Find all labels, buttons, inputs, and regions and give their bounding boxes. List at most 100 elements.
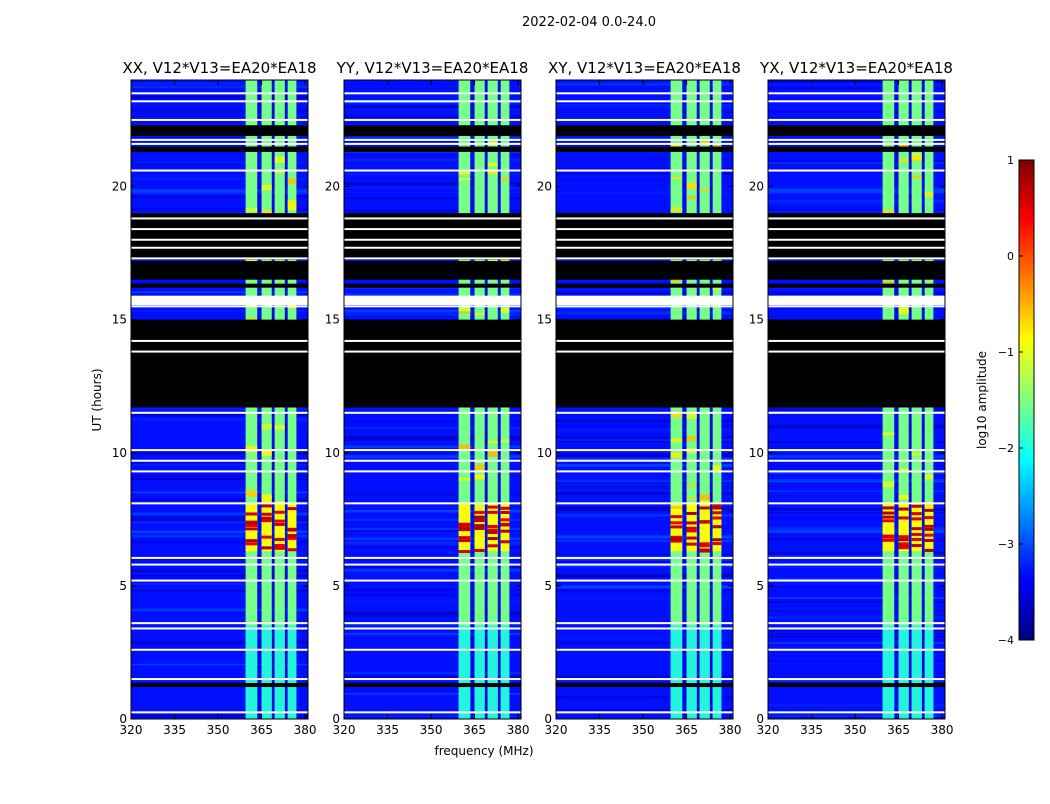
- y-tick-label: 0: [332, 712, 340, 726]
- flag-separator: [131, 100, 308, 103]
- heatmap-texture-row: [344, 101, 521, 104]
- flag-gap: [556, 295, 733, 305]
- colorbar-tick-label: −4: [998, 634, 1014, 647]
- heatmap-texture-row: [344, 209, 521, 212]
- flag-separator: [131, 470, 308, 473]
- y-tick-label: 20: [112, 180, 127, 194]
- x-tick-label: 335: [800, 723, 823, 737]
- rfi-hot-stripe: [474, 524, 485, 528]
- heatmap-texture-row: [344, 186, 521, 190]
- flag-separator: [768, 246, 945, 249]
- heatmap-texture-row: [556, 713, 733, 717]
- heatmap-texture-row: [344, 544, 521, 548]
- heatmap-texture-row: [768, 600, 945, 604]
- x-tick-label: 320: [333, 723, 356, 737]
- rfi-hot-stripe: [287, 507, 297, 511]
- rfi-segment: [686, 435, 697, 441]
- flag-separator: [344, 711, 521, 714]
- x-tick-label: 350: [632, 723, 655, 737]
- heatmap-texture-row: [556, 114, 733, 117]
- heatmap-texture-row: [344, 294, 521, 296]
- heatmap-texture-row: [556, 588, 733, 592]
- flag-separator: [556, 228, 733, 231]
- rfi-segment: [500, 177, 510, 181]
- rfi-hot-stripe: [245, 512, 258, 516]
- heatmap-texture-row: [556, 709, 733, 713]
- heatmap-texture-row: [344, 671, 521, 674]
- flag-separator: [344, 92, 521, 95]
- x-tick-label: 320: [120, 723, 143, 737]
- heatmap-texture-row: [768, 188, 945, 191]
- heatmap-texture-row: [768, 703, 945, 707]
- flag-separator: [131, 556, 308, 559]
- heatmap-texture-row: [344, 415, 521, 418]
- rfi-hot-stripe: [911, 517, 922, 521]
- flag-separator: [768, 350, 945, 353]
- heatmap-texture-row: [768, 508, 945, 511]
- flag-separator: [131, 502, 308, 505]
- flag-separator: [344, 556, 521, 559]
- rfi-hot-stripe: [474, 548, 485, 552]
- heatmap-texture-row: [556, 489, 733, 493]
- flagged-band: [556, 319, 733, 408]
- heatmap-texture-row: [768, 715, 945, 717]
- rfi-segment: [474, 312, 485, 315]
- heatmap-texture-row: [768, 110, 945, 113]
- rfi-hot-stripe: [882, 538, 895, 542]
- flag-separator: [556, 118, 733, 121]
- flagged-band: [556, 213, 733, 260]
- flag-separator: [556, 678, 733, 681]
- rfi-hot-stripe: [882, 535, 895, 539]
- rfi-segment: [686, 196, 697, 200]
- heatmap-texture-row: [131, 540, 308, 544]
- heatmap-texture-row: [344, 173, 521, 175]
- heatmap-texture-row: [344, 115, 521, 119]
- heatmap-texture-row: [131, 109, 308, 112]
- rfi-hot-stripe: [911, 532, 922, 536]
- flagged-band: [768, 146, 945, 152]
- heatmap-texture-row: [131, 461, 308, 465]
- heatmap-texture-row: [768, 162, 945, 164]
- colorbar-tick-label: −1: [998, 346, 1014, 359]
- rfi-segment: [474, 505, 485, 508]
- heatmap-texture-row: [768, 578, 945, 581]
- x-tick-label: 380: [931, 723, 954, 737]
- heatmap-texture-row: [344, 519, 521, 521]
- heatmap-texture-row: [344, 611, 521, 615]
- heatmap-texture-row: [768, 616, 945, 619]
- panel-frame: [555, 79, 734, 720]
- rfi-hot-stripe: [686, 521, 697, 525]
- heatmap-texture-row: [344, 182, 521, 186]
- heatmap-texture-row: [556, 419, 733, 423]
- rfi-segment: [487, 450, 498, 457]
- heatmap-texture-row: [131, 530, 308, 534]
- heatmap-texture-row: [556, 439, 733, 442]
- heatmap-texture-row: [556, 565, 733, 568]
- rfi-segment: [487, 162, 498, 167]
- flag-separator: [768, 648, 945, 651]
- rfi-hot-stripe: [500, 529, 510, 533]
- flag-separator: [344, 502, 521, 505]
- flagged-band: [556, 125, 733, 136]
- heatmap-texture-row: [344, 150, 521, 154]
- rfi-hot-stripe: [274, 537, 285, 541]
- rfi-channel-low: [924, 625, 934, 719]
- heatmap-texture-row: [768, 538, 945, 541]
- flag-separator: [556, 305, 733, 308]
- heatmap-texture-row: [556, 637, 733, 639]
- rfi-hot-stripe: [500, 523, 510, 527]
- rfi-hot-stripe: [699, 520, 710, 524]
- heatmap-texture-row: [344, 542, 521, 545]
- heatmap-texture-row: [768, 629, 945, 633]
- y-axis-label: UT (hours): [90, 368, 104, 431]
- heatmap-texture-row: [556, 585, 733, 589]
- rfi-segment: [274, 156, 285, 163]
- flag-separator: [768, 138, 945, 141]
- flag-separator: [344, 563, 521, 566]
- heatmap-texture-row: [556, 491, 733, 495]
- y-tick-label: 5: [544, 579, 552, 593]
- flag-separator: [768, 257, 945, 260]
- y-tick-label: 5: [756, 579, 764, 593]
- heatmap-texture-row: [344, 600, 521, 603]
- flag-separator: [556, 470, 733, 473]
